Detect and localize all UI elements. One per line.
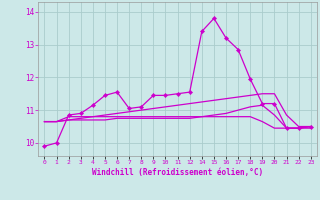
X-axis label: Windchill (Refroidissement éolien,°C): Windchill (Refroidissement éolien,°C) <box>92 168 263 177</box>
